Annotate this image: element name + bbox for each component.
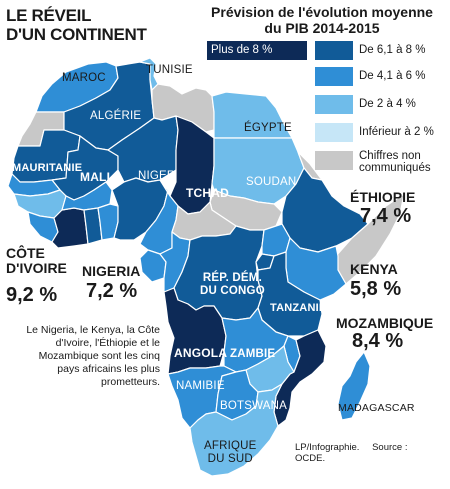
callout-mozambique-name: MOZAMBIQUE [336,315,434,331]
label-rdc: RÉP. DÉM. DU CONGO [200,272,265,297]
legend-swatch [315,41,353,60]
legend-label: Plus de 8 % [211,44,273,56]
legend-item-4-to-6: De 4,1 à 6 % [315,66,450,86]
legend-label: De 2 à 4 % [359,98,416,110]
region-cote-divoire [51,207,89,249]
legend-label: De 6,1 à 8 % [359,44,426,56]
legend-item-under-2: Inférieur à 2 % [315,122,450,142]
callout-nigeria-value: 7,2 % [86,280,138,302]
label-angola: ANGOLA [174,346,228,360]
legend-label: De 4,1 à 6 % [359,70,426,82]
callout-ethiopie-name: ÉTHIOPIE [350,189,416,205]
legend-swatch [207,41,307,60]
credit-text: LP/Infographie. [295,442,360,453]
note-text: Le Nigeria, le Kenya, la Côte d'Ivoire, … [26,324,160,388]
region-angola [163,287,227,375]
label-namibie: NAMIBIE [176,380,225,392]
label-maroc: MAROC [62,72,106,84]
legend-item-2-to-4: De 2 à 4 % [315,94,450,114]
legend-item-6-to-8: De 6,1 à 8 % [315,40,450,60]
label-afrique-du-sud: AFRIQUE DU SUD [204,440,257,465]
label-tchad: TCHAD [186,186,229,200]
label-niger: NIGER [138,170,176,182]
label-egypte: ÉGYPTE [244,122,292,134]
region-burkina [61,181,113,211]
callout-nigeria-name: NIGERIA [82,263,141,279]
legend-label: Chiffres non communiqués [359,150,431,174]
page-title: LE RÉVEIL D'UN CONTINENT [6,6,147,44]
legend-swatch [315,151,353,170]
region-libye [151,83,215,133]
callout-mozambique-value: 8,4 % [352,330,404,352]
label-madagascar: MADAGASCAR [338,402,415,414]
label-mauritanie: MAURITANIE [12,162,83,174]
region-somalie [335,193,405,285]
region-egypte [211,91,293,139]
source-text: Source : OCDE. [295,442,408,464]
region-mozambique [273,329,327,427]
legend-swatch [315,95,353,114]
legend-swatch [315,123,353,142]
legend-item-no-data: Chiffres non communiqués [315,150,450,176]
legend-label: Inférieur à 2 % [359,126,434,138]
footnote: LP/Infographie. Source : OCDE. [295,442,450,464]
legend-swatch [315,67,353,86]
label-tunisie: TUNISIE [146,64,193,76]
callout-kenya-name: KENYA [350,261,398,277]
region-madagascar [337,351,371,421]
callout-kenya-value: 5,8 % [350,278,402,300]
callout-cote-divoire-name: CÔTE D'IVOIRE [6,245,67,276]
callout-ethiopie-value: 7,4 % [360,205,412,227]
region-tanzanie [257,251,323,337]
label-soudan: SOUDAN [246,176,297,188]
callout-cote-divoire-value: 9,2 % [6,284,58,306]
label-botswana: BOTSWANA [220,400,287,412]
region-afrique-du-sud [189,383,283,477]
label-zambie: ZAMBIE [230,348,276,360]
legend-title: Prévision de l'évolution moyenne du PIB … [211,4,433,36]
legend-item-over-8: Plus de 8 % [207,40,447,60]
label-algerie: ALGÉRIE [90,110,142,122]
label-tanzanie: TANZANIE [270,302,327,314]
label-mali: MALI [80,170,111,184]
